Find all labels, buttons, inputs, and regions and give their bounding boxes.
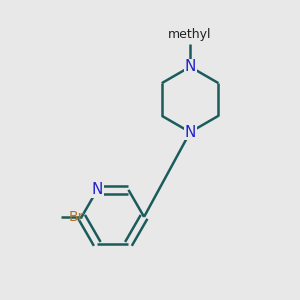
Text: methyl: methyl — [168, 28, 212, 41]
Text: N: N — [184, 125, 196, 140]
Text: N: N — [92, 182, 103, 197]
Text: Br: Br — [68, 210, 84, 224]
Text: N: N — [184, 59, 196, 74]
